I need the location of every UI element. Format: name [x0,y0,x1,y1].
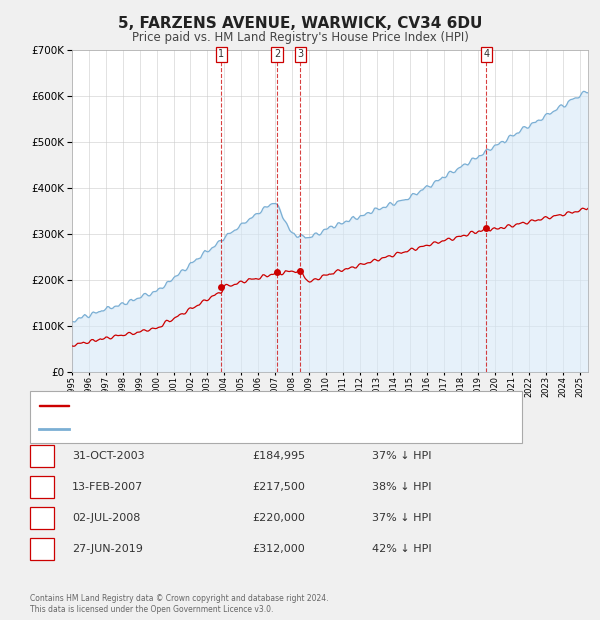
Text: £184,995: £184,995 [252,451,305,461]
Text: £312,000: £312,000 [252,544,305,554]
Text: 27-JUN-2019: 27-JUN-2019 [72,544,143,554]
Text: 2: 2 [38,482,46,492]
Text: 5, FARZENS AVENUE, WARWICK, CV34 6DU (detached house): 5, FARZENS AVENUE, WARWICK, CV34 6DU (de… [75,401,374,410]
Text: 3: 3 [38,513,46,523]
Text: 37% ↓ HPI: 37% ↓ HPI [372,451,431,461]
Text: 1: 1 [38,451,46,461]
Text: 38% ↓ HPI: 38% ↓ HPI [372,482,431,492]
Text: Contains HM Land Registry data © Crown copyright and database right 2024.
This d: Contains HM Land Registry data © Crown c… [30,595,329,614]
Text: £217,500: £217,500 [252,482,305,492]
Text: £220,000: £220,000 [252,513,305,523]
Text: 42% ↓ HPI: 42% ↓ HPI [372,544,431,554]
Text: 02-JUL-2008: 02-JUL-2008 [72,513,140,523]
Text: 3: 3 [298,49,304,59]
Text: 13-FEB-2007: 13-FEB-2007 [72,482,143,492]
Text: HPI: Average price, detached house, Warwick: HPI: Average price, detached house, Warw… [75,423,296,433]
Text: 1: 1 [218,49,224,59]
Text: 37% ↓ HPI: 37% ↓ HPI [372,513,431,523]
Text: 4: 4 [38,544,46,554]
Text: 5, FARZENS AVENUE, WARWICK, CV34 6DU: 5, FARZENS AVENUE, WARWICK, CV34 6DU [118,16,482,30]
Text: 31-OCT-2003: 31-OCT-2003 [72,451,145,461]
Text: 2: 2 [274,49,280,59]
Text: 4: 4 [483,49,490,59]
Text: Price paid vs. HM Land Registry's House Price Index (HPI): Price paid vs. HM Land Registry's House … [131,31,469,44]
